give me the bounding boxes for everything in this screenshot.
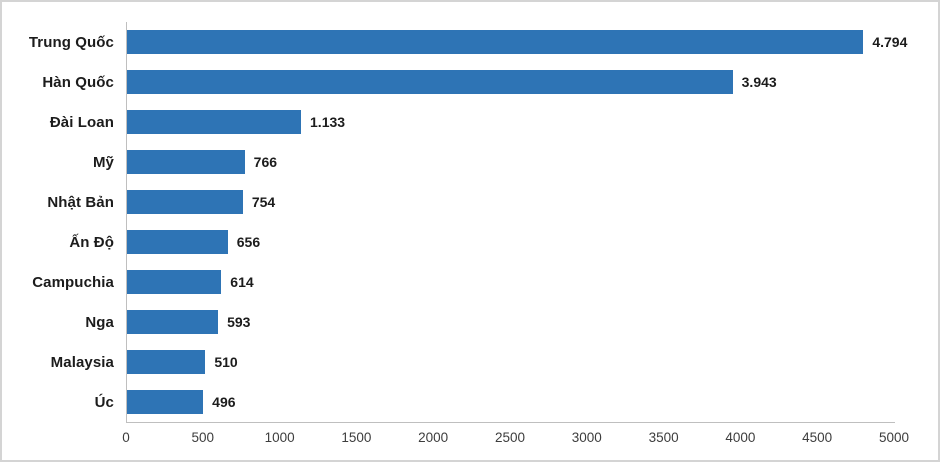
x-tick-label: 1500: [341, 430, 372, 445]
x-tick-label: 3000: [571, 430, 602, 445]
value-label: 593: [227, 314, 251, 330]
bar: [127, 310, 219, 334]
bar: [127, 190, 243, 214]
x-tick-label: 5000: [878, 430, 910, 445]
bar-row: Mỹ 766: [2, 142, 938, 182]
bar-row: Nga 593: [2, 302, 938, 342]
bar-row: Campuchia 614: [2, 262, 938, 302]
y-axis-line: [126, 22, 127, 423]
value-label: 510: [214, 354, 238, 370]
value-label: 614: [230, 274, 254, 290]
category-label: Đài Loan: [49, 113, 114, 131]
x-tick-label: 1000: [264, 430, 295, 445]
bar: [127, 270, 222, 294]
bar-row: Ấn Độ 656: [2, 222, 938, 262]
category-label: Úc: [94, 393, 114, 411]
x-tick-label: 4500: [802, 430, 833, 445]
category-label: Hàn Quốc: [42, 73, 114, 91]
category-label: Trung Quốc: [28, 33, 114, 51]
x-tick-label: 2500: [494, 430, 526, 445]
bar-row: Úc 496: [2, 382, 938, 422]
category-label: Nga: [85, 313, 114, 331]
x-tick-label: 4000: [725, 430, 756, 445]
bar-row: Malaysia 510: [2, 342, 938, 382]
value-label: 496: [212, 394, 236, 410]
bar-row: Đài Loan 1.133: [2, 102, 938, 142]
value-label: 656: [236, 234, 261, 250]
value-label: 754: [251, 194, 276, 210]
bar-row: Nhật Bản 754: [2, 182, 938, 222]
category-label: Mỹ: [92, 153, 114, 171]
value-label: 4.794: [872, 34, 908, 50]
bar: [127, 150, 245, 174]
bar: [127, 230, 228, 254]
category-label: Malaysia: [50, 353, 114, 371]
category-label: Nhật Bản: [47, 193, 114, 211]
bar: [127, 30, 864, 54]
value-label: 1.133: [310, 114, 346, 130]
value-label: 766: [253, 154, 278, 170]
bar: [127, 350, 206, 374]
x-tick-label: 0: [122, 430, 130, 445]
category-label: Campuchia: [32, 273, 114, 291]
bar-row: Hàn Quốc 3.943: [2, 62, 938, 102]
category-label: Ấn Độ: [69, 233, 114, 251]
value-label: 3.943: [741, 74, 777, 90]
x-tick-label: 500: [191, 430, 215, 445]
bar-row: Trung Quốc 4.794: [2, 22, 938, 62]
bar: [127, 390, 204, 414]
x-tick-label: 2000: [418, 430, 449, 445]
bar: [127, 110, 302, 134]
bar: [127, 70, 733, 94]
x-tick-label: 3500: [648, 430, 679, 445]
x-axis-line: [126, 422, 895, 423]
